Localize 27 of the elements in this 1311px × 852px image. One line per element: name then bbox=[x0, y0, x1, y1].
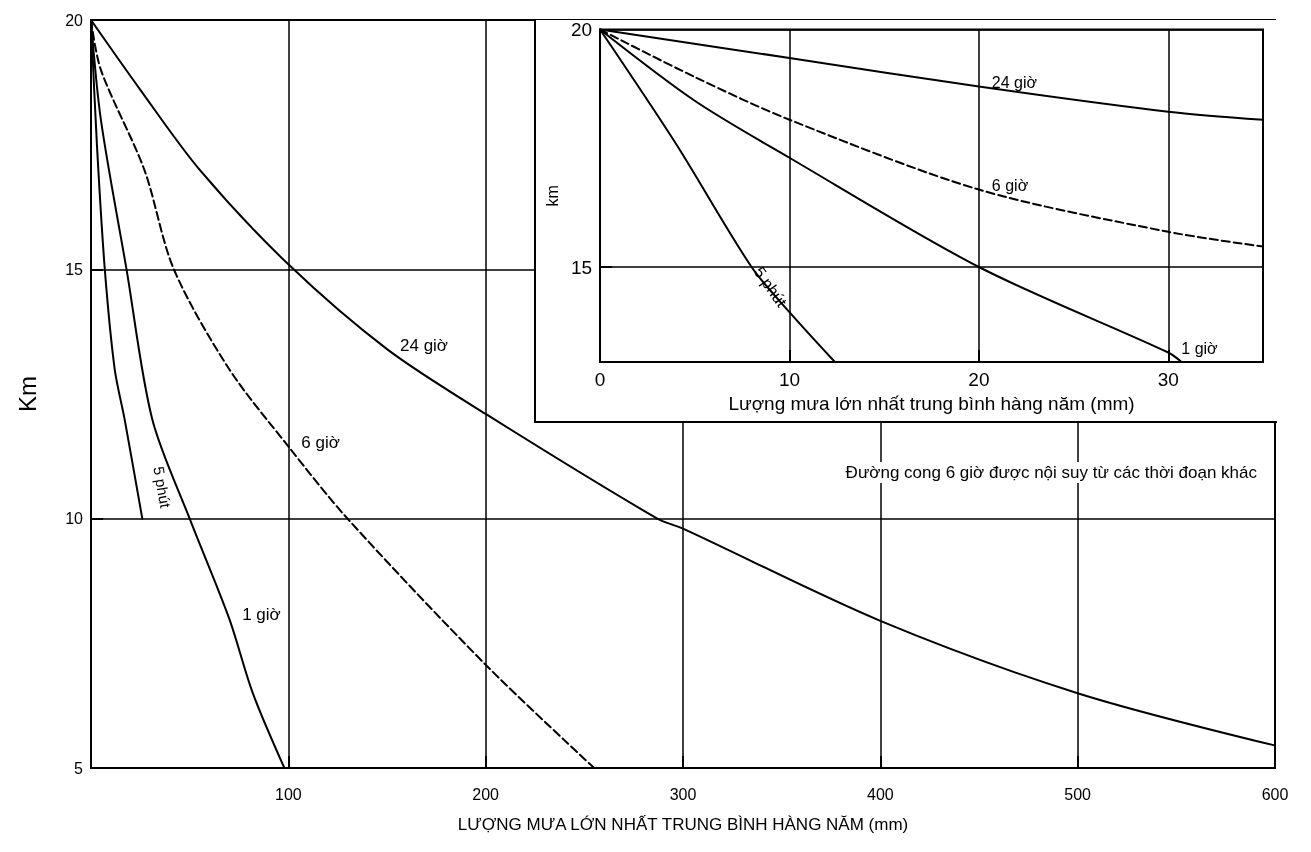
x-tick-label: 500 bbox=[1064, 785, 1092, 803]
x-tick-label: 30 bbox=[1157, 369, 1179, 390]
series-label: 1 giờ bbox=[1181, 340, 1219, 357]
y-tick-label: 20 bbox=[65, 11, 84, 29]
y-axis-title: km bbox=[543, 185, 561, 207]
x-tick-label: 400 bbox=[866, 785, 894, 803]
x-tick-label: 200 bbox=[472, 785, 500, 803]
x-tick-label: 10 bbox=[778, 369, 801, 390]
y-tick-label: 5 bbox=[74, 759, 84, 777]
y-axis-title: Km bbox=[13, 376, 41, 412]
x-axis-title: LƯỢNG MƯA LỚN NHẤT TRUNG BÌNH HÀNG NĂM (mm) bbox=[457, 815, 909, 834]
x-tick-label: 20 bbox=[968, 369, 990, 390]
x-tick-label: 0 bbox=[594, 369, 606, 390]
series-label: 24 giờ bbox=[991, 74, 1038, 91]
y-tick-label: 15 bbox=[65, 260, 84, 278]
x-tick-label: 600 bbox=[1261, 785, 1289, 803]
x-tick-label: 300 bbox=[669, 785, 697, 803]
annotation: Đường cong 6 giờ được nội suy từ các thời đoạn khác bbox=[845, 463, 1258, 482]
x-axis-title: Lượng mưa lớn nhất trung bình hàng năm (mm) bbox=[728, 392, 1135, 414]
series-label: 24 giờ bbox=[400, 335, 449, 355]
x-tick-label: 100 bbox=[274, 785, 302, 803]
y-tick-label: 10 bbox=[65, 510, 84, 528]
text: 5 phút bbox=[150, 464, 175, 510]
series-label: 1 giờ bbox=[242, 604, 281, 624]
series-label: 6 giờ bbox=[991, 177, 1029, 195]
series-label: 6 giờ bbox=[301, 432, 340, 452]
y-tick-label: 15 bbox=[570, 256, 593, 278]
